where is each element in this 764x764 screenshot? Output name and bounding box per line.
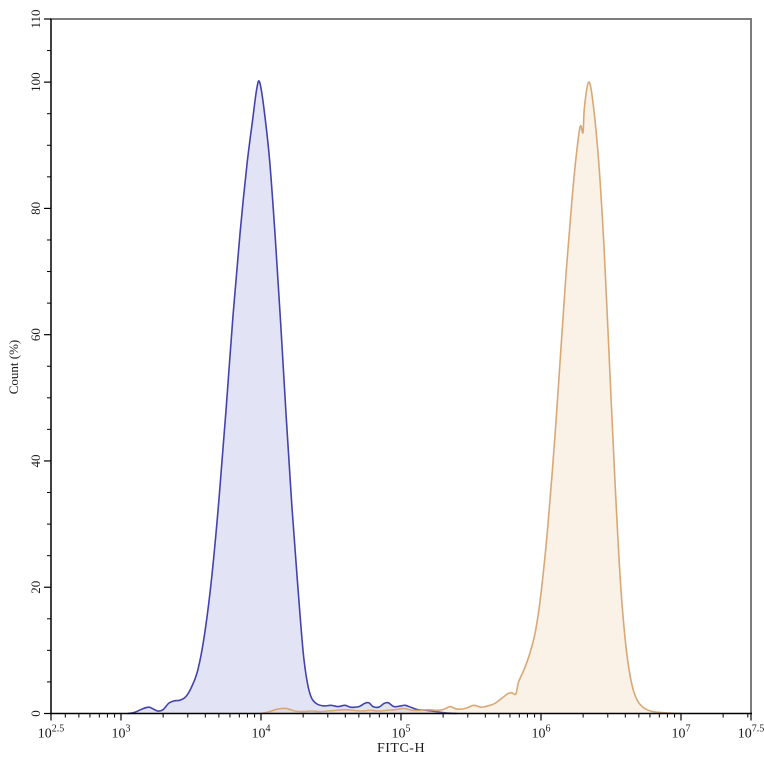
y-tick-label: 100	[28, 72, 43, 92]
orange-positive-population-fill	[261, 82, 681, 714]
x-tick-label: 105	[392, 724, 411, 742]
y-tick-label: 110	[28, 9, 43, 28]
series-layer	[127, 80, 682, 715]
x-axis-ticks: 102.5 103 104 105 106 107 107.5	[38, 713, 764, 742]
series-blue-negative-population	[127, 80, 458, 715]
y-axis-title: Count (%)	[6, 339, 21, 395]
blue-negative-population-fill	[128, 80, 457, 714]
y-tick-label: 20	[28, 581, 43, 594]
y-tick-label: 40	[28, 454, 43, 467]
series-orange-positive-population	[260, 81, 682, 715]
y-tick-label: 80	[28, 202, 43, 215]
x-tick-label: 107	[672, 724, 691, 742]
x-tick-label: 102.5	[38, 724, 65, 742]
x-axis-title: FITC-H	[376, 741, 426, 756]
y-axis-ticks: 0 20 40 60 80 100 110	[28, 9, 51, 717]
axes	[50, 19, 752, 715]
plot-frame	[50, 18, 752, 714]
x-tick-label: 104	[252, 724, 271, 742]
y-tick-label: 60	[28, 328, 43, 341]
blue-negative-population-curve	[127, 80, 458, 715]
x-tick-label: 106	[532, 724, 551, 742]
x-tick-label: 103	[112, 724, 131, 742]
x-tick-label: 107.5	[738, 724, 764, 742]
orange-positive-population-curve	[260, 81, 682, 715]
y-tick-label: 0	[28, 710, 43, 717]
